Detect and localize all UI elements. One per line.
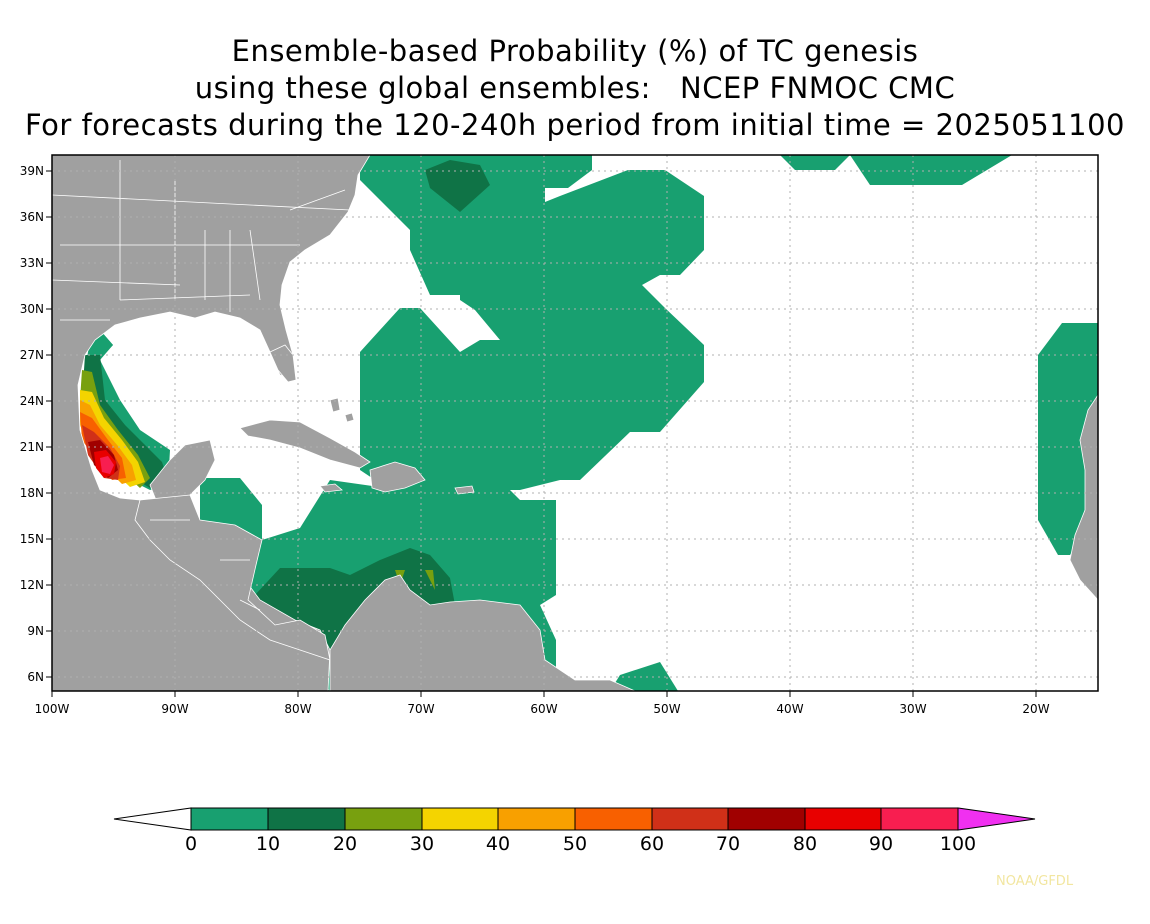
lat-label: 27N (20, 348, 44, 362)
colorbar-label: 0 (185, 833, 197, 855)
colorbar-label: 60 (640, 833, 664, 855)
lon-label: 40W (776, 702, 803, 716)
title-line-2: using these global ensembles: NCEP FNMOC… (194, 71, 956, 105)
colorbar-segment (190, 807, 269, 831)
lon-label: 30W (899, 702, 926, 716)
colorbar-label: 70 (716, 833, 740, 855)
colorbar-segment (651, 807, 729, 831)
map-ticks (46, 170, 1037, 697)
land-africa (1069, 394, 1098, 601)
prob-region-dk-north (425, 160, 490, 212)
lon-label: 90W (161, 702, 188, 716)
prob-region-90-100 (100, 456, 114, 474)
prob-region-n-atl-top-1 (780, 155, 850, 170)
colorbar-segment (497, 807, 576, 831)
colorbar-segment (574, 807, 653, 831)
boundary-lines (52, 160, 351, 611)
lat-label: 33N (20, 256, 44, 270)
land-cuba (239, 419, 371, 469)
credit-text: NOAA/GFDL (996, 874, 1074, 889)
prob-region-e-atl (1038, 323, 1098, 555)
colorbar-segment (421, 807, 499, 831)
colorbar-low-arrow (113, 807, 192, 831)
land-puerto-rico (454, 485, 475, 495)
colorbar-segment (267, 807, 346, 831)
lat-label: 24N (20, 394, 44, 408)
colorbar-segment (727, 807, 806, 831)
colorbar-label: 40 (486, 833, 510, 855)
lat-label: 6N (27, 670, 44, 684)
colorbar-segment (344, 807, 423, 831)
prob-region-n-atl-top-2 (850, 155, 1012, 185)
lon-label: 100W (35, 702, 70, 716)
prob-region-atl-sw (610, 662, 678, 691)
land-jamaica (319, 483, 343, 493)
land-masses (52, 155, 1098, 691)
colorbar-label: 10 (256, 833, 280, 855)
lon-label: 50W (653, 702, 680, 716)
land-hispaniola (369, 461, 426, 493)
lon-label: 60W (530, 702, 557, 716)
colorbar-label: 90 (869, 833, 893, 855)
prob-region-north-atlantic (360, 155, 704, 490)
title-line-1: Ensemble-based Probability (%) of TC gen… (231, 34, 919, 68)
lat-label: 18N (20, 486, 44, 500)
lat-label: 36N (20, 210, 44, 224)
lat-label: 21N (20, 440, 44, 454)
boundaries (52, 160, 351, 611)
colorbar-label: 80 (793, 833, 817, 855)
colorbar-label: 100 (940, 833, 976, 855)
lat-label: 12N (20, 578, 44, 592)
map-frame (51, 154, 1099, 692)
land-south-america (329, 574, 636, 691)
land-bahamas (329, 397, 355, 423)
title-line-3: For forecasts during the 120-240h period… (24, 108, 1126, 142)
colorbar-high-arrow (957, 807, 1036, 831)
lat-label: 30N (20, 302, 44, 316)
lon-label: 80W (284, 702, 311, 716)
lon-label: 70W (407, 702, 434, 716)
prob-region-dk-gulf (82, 355, 168, 488)
lon-label: 20W (1022, 702, 1049, 716)
colorbar-label: 20 (333, 833, 357, 855)
lat-labels: 39N 36N 33N 30N 27N 24N 21N 18N 15N 12N … (20, 164, 44, 684)
colorbar-segment (804, 807, 882, 831)
colorbar: 0 10 20 30 40 50 60 70 80 90 100 (113, 807, 1036, 855)
lat-label: 39N (20, 164, 44, 178)
colorbar-segment (880, 807, 959, 831)
prob-high-regions (80, 390, 145, 532)
colorbar-label: 30 (410, 833, 434, 855)
land-florida (269, 344, 297, 383)
lat-label: 15N (20, 532, 44, 546)
lon-labels: 100W 90W 80W 70W 60W 50W 40W 30W 20W (35, 702, 1050, 716)
lat-label: 9N (27, 624, 44, 638)
colorbar-label: 50 (563, 833, 587, 855)
map-grid (52, 155, 1098, 691)
prob-region-olive-car-2 (425, 570, 435, 590)
